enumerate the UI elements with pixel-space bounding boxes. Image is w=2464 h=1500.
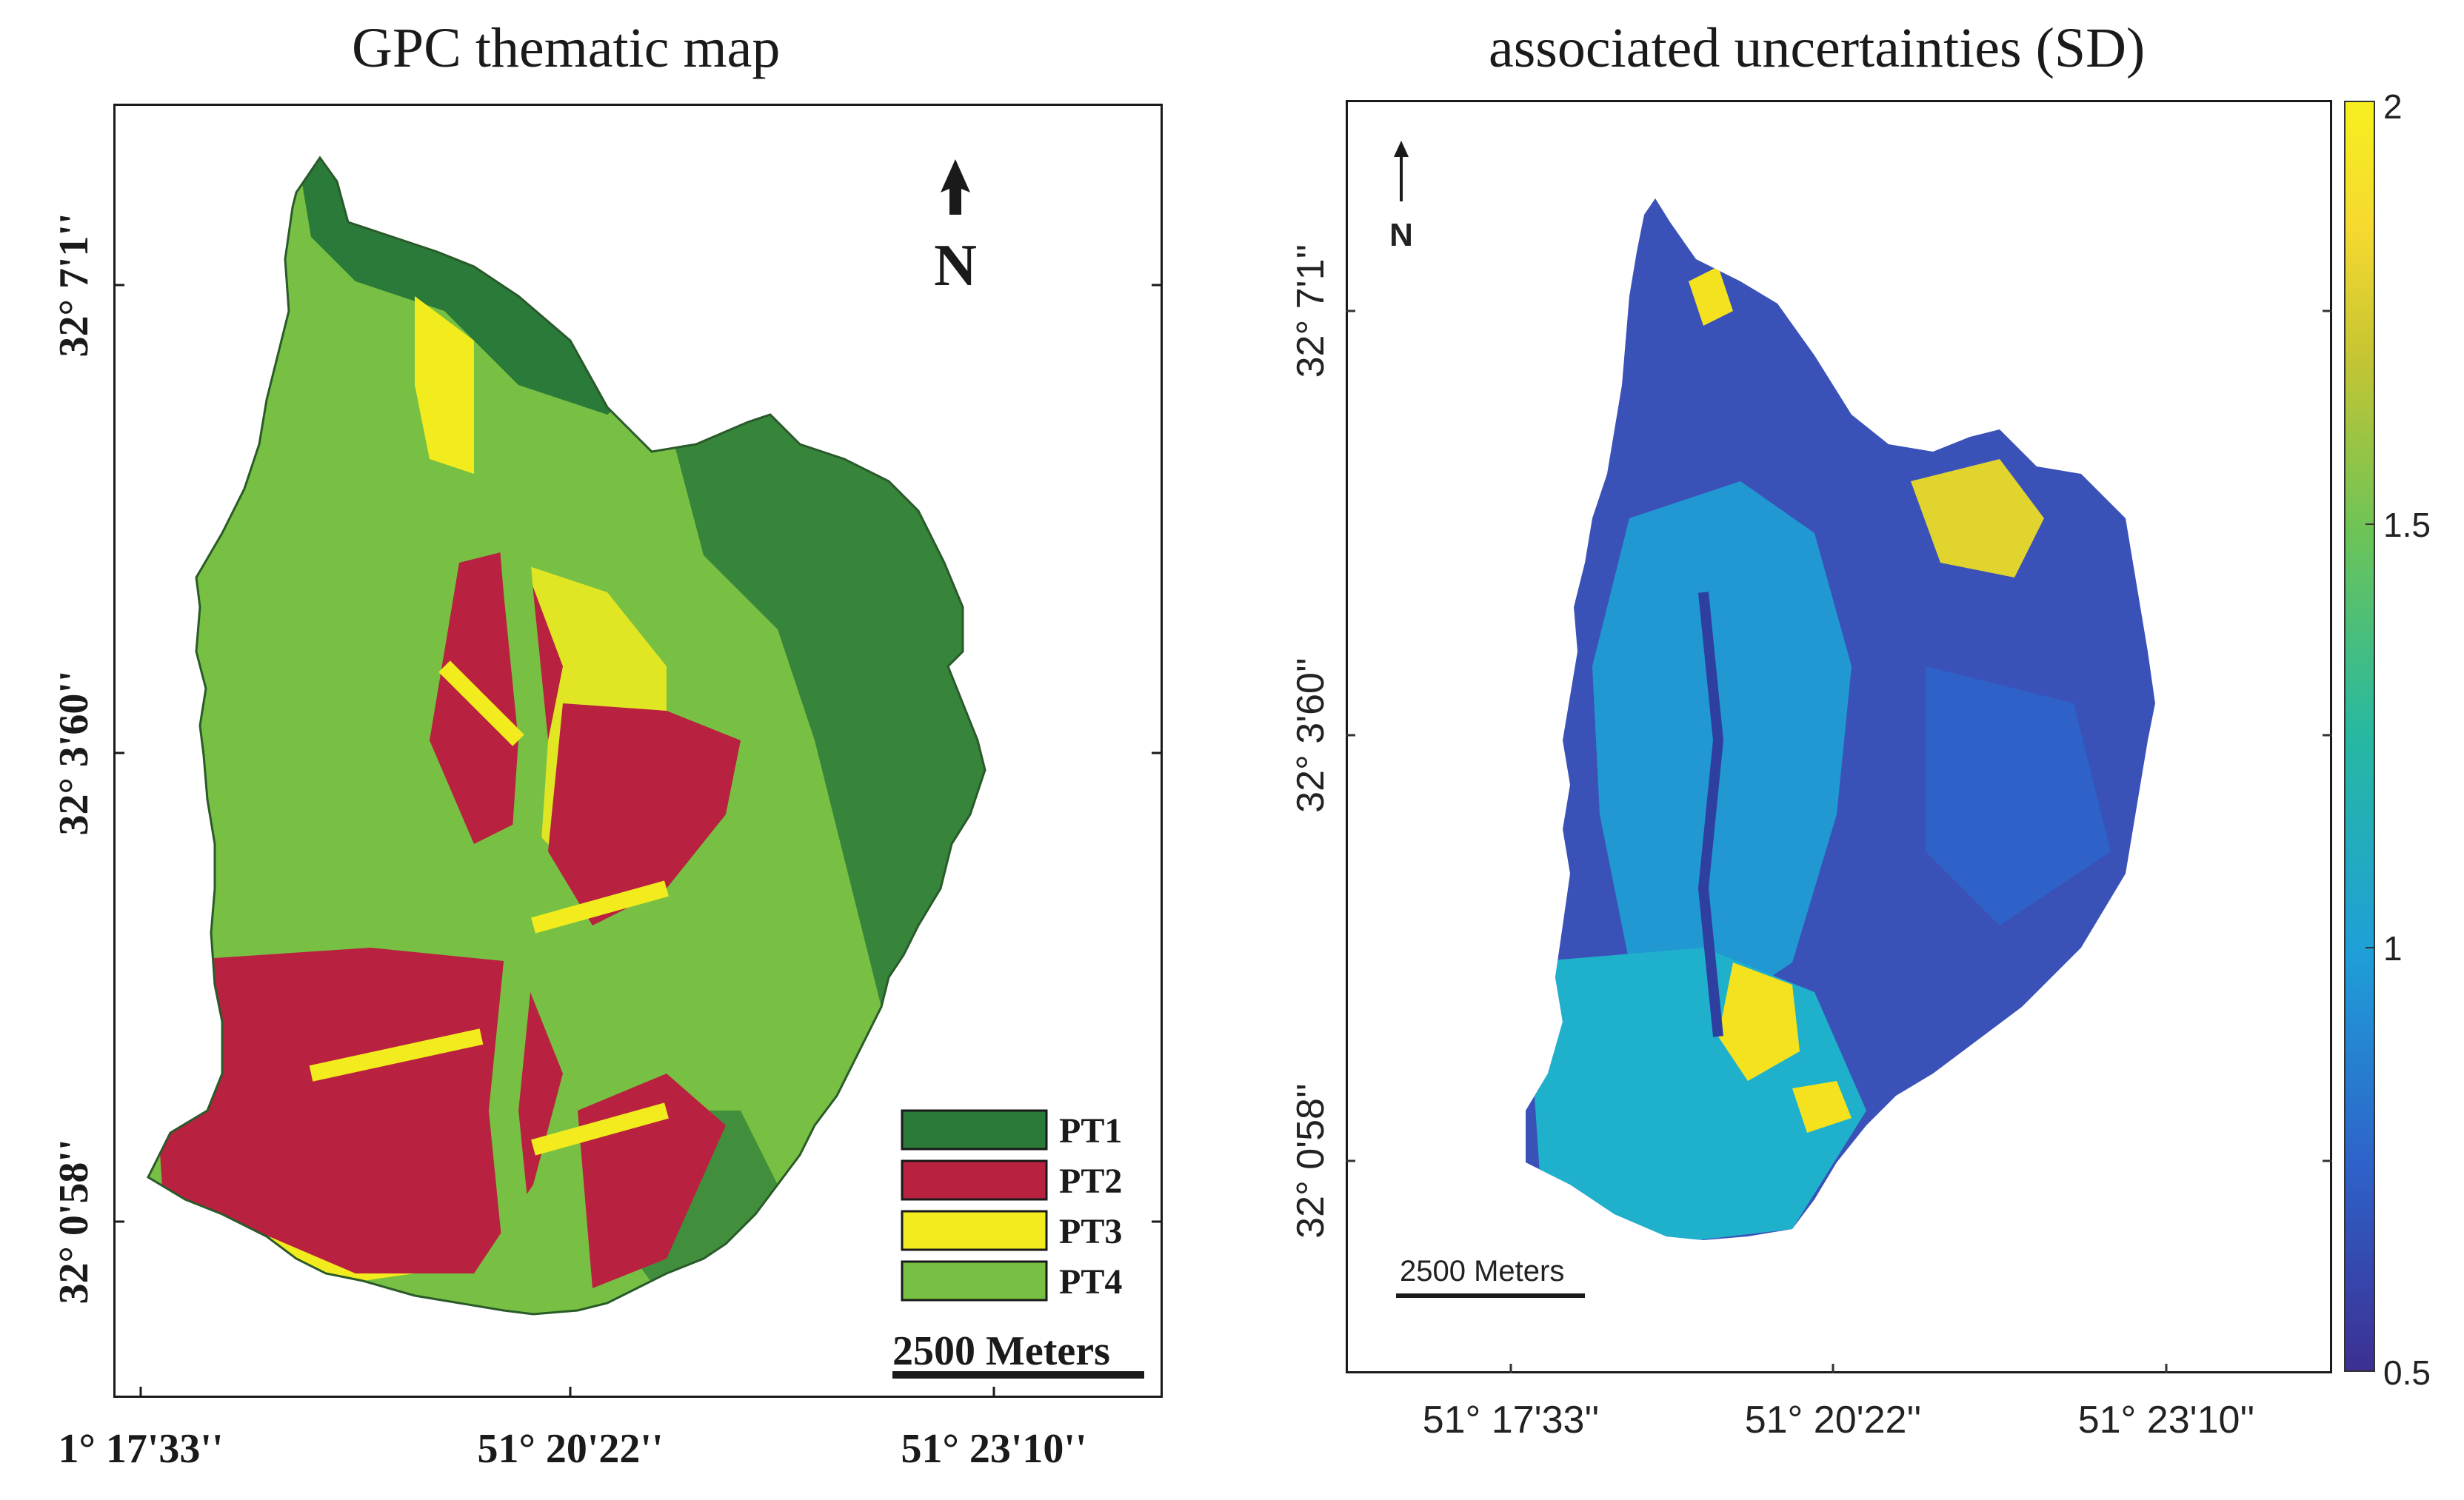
sd-high-south-2 [1792,1081,1852,1133]
left-y-tick-1: 32° 7'1'' [51,212,97,357]
right-y-tick-2: 32° 3'60'' [1289,657,1332,813]
sd-colorbar [2344,101,2375,1372]
left-north-label: N [934,233,977,298]
gpc-basin-map [148,158,985,1314]
left-axis-ticks [113,284,1163,1398]
left-scalebar-label: 2500 Meters [892,1328,1110,1374]
sd-high-south [1718,962,1800,1081]
north-arrow-icon [941,159,970,215]
left-scalebar [892,1371,1144,1379]
right-scalebar-label: 2500 Meters [1400,1255,1564,1288]
pt2-region-center [548,703,741,925]
sd-drainage-channel [1697,592,1724,1037]
legend-label-pt2: PT2 [1059,1162,1122,1201]
right-y-tick-1: 32° 7'1'' [1289,244,1332,378]
colorbar-tick-1-5: 1.5 [2383,506,2431,544]
left-y-tick-2: 32° 3'60'' [51,670,97,835]
right-north-label: N [1389,217,1413,253]
pt3-region-north [415,296,474,474]
right-x-tick-1: 51° 17'33'' [1423,1399,1600,1442]
left-x-tick-1: 1° 17'33'' [58,1426,223,1472]
colorbar-tick-1: 1 [2383,929,2403,968]
right-scalebar [1396,1293,1585,1298]
colorbar-ticks [2365,101,2374,1372]
right-x-tick-2: 51° 20'22'' [1745,1399,1922,1442]
left-y-tick-3: 32° 0'58'' [51,1139,97,1304]
main-drainage-channel [488,413,549,1260]
legend-label-pt4: PT4 [1059,1262,1122,1302]
right-map-title: associated uncertainties (SD) [1489,17,2146,79]
gpc-legend: PT1 PT2 PT3 PT4 [901,1109,1122,1302]
pt2-region-southwest [148,948,563,1273]
right-axis-ticks [1346,309,2332,1373]
legend-swatch-pt4 [901,1260,1048,1302]
right-y-tick-3: 32° 0'58'' [1289,1083,1332,1239]
sd-high-north [1689,267,1733,326]
legend-label-pt1: PT1 [1059,1111,1122,1151]
legend-label-pt3: PT3 [1059,1212,1122,1251]
left-map-title: GPC thematic map [352,17,781,79]
legend-swatch-pt1 [901,1109,1048,1151]
legend-swatch-pt2 [901,1159,1048,1201]
sd-low-east [1926,666,2111,925]
tributary-channels [309,660,669,1156]
right-x-tick-3: 51° 23'10'' [2078,1399,2255,1442]
left-x-tick-3: 51° 23'10'' [901,1426,1086,1472]
uncertainty-basin-map [1526,198,2155,1240]
left-x-tick-2: 51° 20'22'' [477,1426,663,1472]
legend-swatch-pt3 [901,1210,1048,1251]
colorbar-tick-0-5: 0.5 [2383,1353,2431,1392]
colorbar-tick-2: 2 [2383,87,2403,126]
sd-high-northeast [1911,459,2044,577]
north-arrow-icon-right [1394,141,1409,201]
gpc-basin-outline [147,155,986,1316]
